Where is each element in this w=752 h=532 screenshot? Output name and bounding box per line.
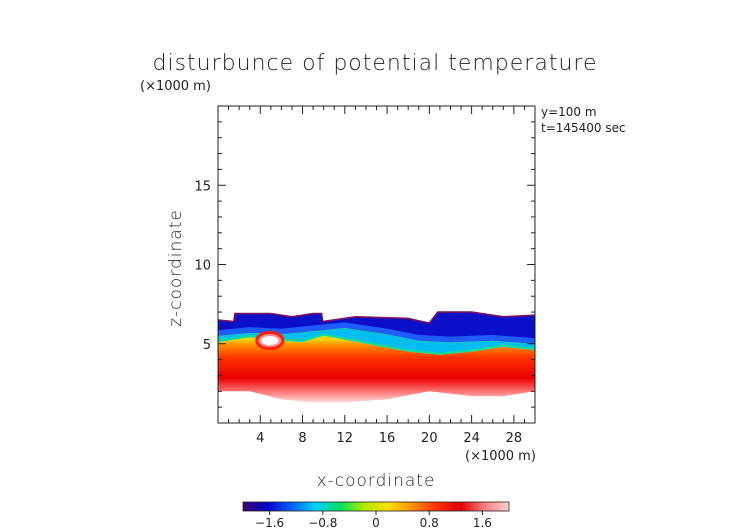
x-tick-label: 16: [379, 431, 396, 446]
colorbar-tick-label: 0: [372, 516, 380, 530]
colorbar-tick-label: 1.6: [473, 516, 492, 530]
colorbar: [242, 501, 510, 512]
y-unit-label: (×1000 m): [140, 79, 211, 94]
colorbar-tick-label: 0.8: [420, 516, 439, 530]
x-tick-label: 12: [337, 431, 354, 446]
x-tick-label: 8: [298, 431, 306, 446]
cyan-band: [218, 328, 535, 353]
y-tick-label: 15: [194, 179, 211, 194]
upper-boundary-line: [218, 311, 535, 324]
x-tick-label: 20: [421, 431, 438, 446]
positive-anomaly-region: [218, 335, 535, 403]
negative-edge-band: [218, 322, 535, 344]
y-tick-label: 10: [194, 259, 211, 274]
colorbar-tick-label: −1.6: [255, 516, 284, 530]
annotation-y: y=100 m: [541, 105, 597, 119]
colorbar-tick-label: −0.8: [308, 516, 337, 530]
axis-ticks: 4 8 12 16 20 24 28 5 10 15: [194, 106, 535, 446]
annotation-time: t=145400 sec: [541, 121, 626, 135]
chart-title: disturbunce of potential temperature: [153, 51, 598, 76]
x-tick-label: 28: [506, 431, 523, 446]
temperature-field: [218, 311, 535, 403]
x-tick-label: 4: [256, 431, 264, 446]
hot-bubble-core: [261, 336, 279, 346]
x-tick-label: 24: [463, 431, 480, 446]
y-tick-label: 5: [203, 338, 211, 353]
x-axis-label: x-coordinate: [317, 471, 436, 491]
y-axis-label: z-coordinate: [166, 209, 186, 327]
x-unit-label: (×1000 m): [465, 449, 536, 464]
colorbar-ticks: −1.6 −0.8 0 0.8 1.6: [255, 511, 492, 530]
